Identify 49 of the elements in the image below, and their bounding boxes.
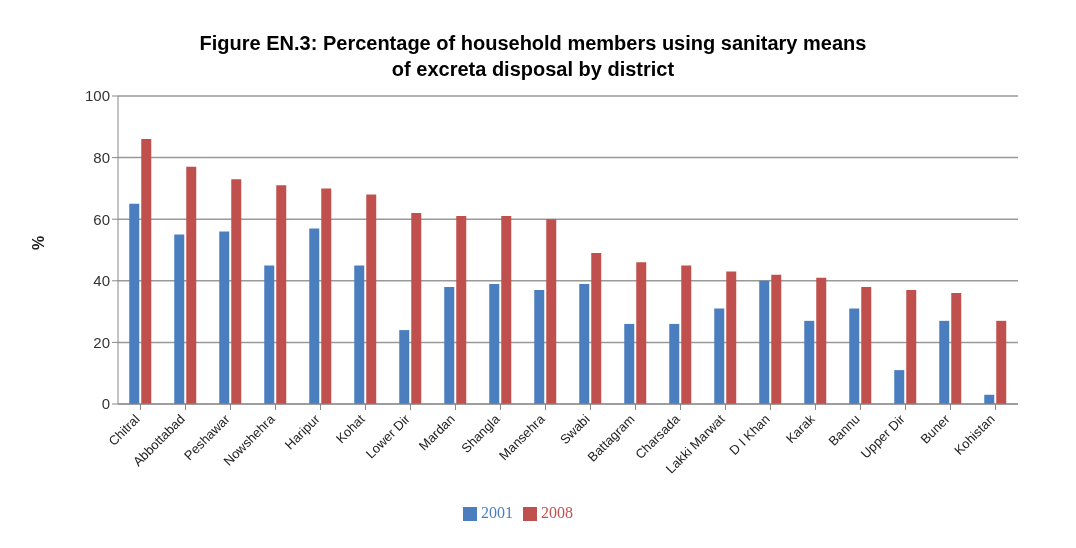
bar	[411, 213, 422, 404]
chart-title: Figure EN.3: Percentage of household members using sanitary means of excreta disposal by district	[198, 31, 868, 82]
y-tick-label: 60	[93, 210, 110, 228]
y-axis-title: %	[29, 235, 47, 250]
bar	[276, 185, 287, 404]
legend-label: 2001	[481, 504, 513, 521]
bar	[186, 166, 197, 404]
bar	[309, 228, 320, 404]
bar	[534, 290, 545, 404]
bar	[444, 286, 455, 404]
bar	[951, 293, 962, 404]
legend-label: 2008	[541, 504, 573, 521]
bar	[759, 280, 770, 404]
y-tick-label: 0	[101, 395, 110, 413]
bar	[624, 323, 635, 404]
bar	[804, 320, 815, 404]
bar	[354, 265, 365, 404]
bar	[726, 271, 737, 404]
bar	[861, 286, 872, 404]
bar	[489, 283, 500, 404]
bar	[264, 265, 275, 404]
bar	[366, 194, 377, 404]
bar	[546, 219, 557, 404]
bar	[849, 308, 860, 404]
bar	[591, 253, 602, 404]
y-tick-label: 80	[93, 148, 110, 166]
bar	[399, 330, 410, 404]
bar	[669, 323, 680, 404]
y-tick-label: 20	[93, 333, 110, 351]
bar	[816, 277, 827, 404]
bar	[231, 179, 242, 404]
bar	[579, 283, 590, 404]
bar	[501, 216, 512, 404]
bar	[681, 265, 692, 404]
bar	[771, 274, 782, 404]
bar	[321, 188, 332, 404]
bar	[636, 262, 647, 404]
bar	[129, 203, 140, 404]
bar	[894, 370, 905, 404]
bar	[714, 308, 725, 404]
bar	[141, 139, 152, 404]
bar	[456, 216, 467, 404]
bar	[219, 231, 230, 404]
y-tick-label: 40	[93, 272, 110, 290]
bar	[996, 320, 1007, 404]
y-tick-label: 100	[84, 87, 110, 105]
bar	[174, 234, 185, 404]
bar	[906, 290, 917, 404]
bar	[939, 320, 950, 404]
